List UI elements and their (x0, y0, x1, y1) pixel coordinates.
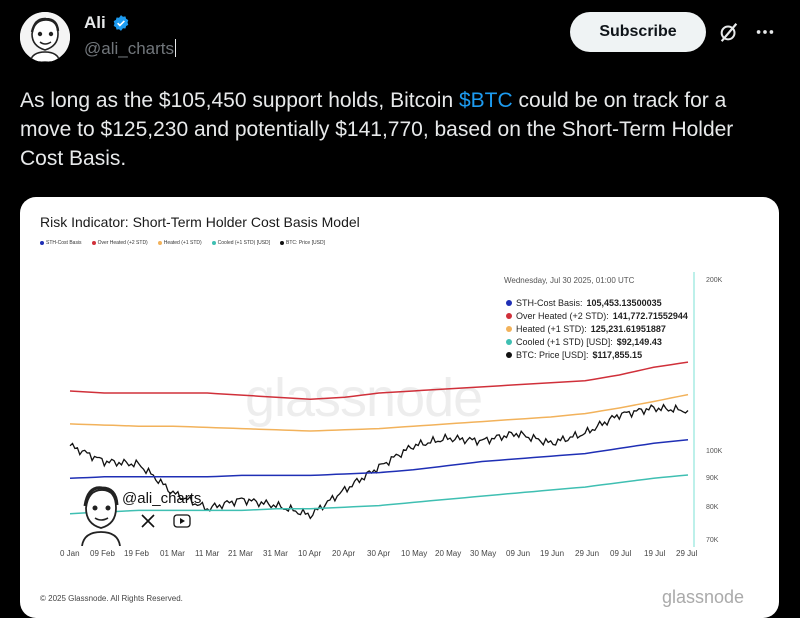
tooltip-swatch (506, 352, 512, 358)
tooltip-row: Heated (+1 STD): 125,231.61951887 (506, 324, 666, 334)
x-tick-label: 21 Mar (228, 549, 253, 558)
legend-label: Heated (+1 STD) (163, 240, 202, 246)
author-name[interactable]: Ali (84, 13, 106, 32)
chart-title: Risk Indicator: Short-Term Holder Cost B… (40, 214, 360, 230)
x-tick-label: 11 Mar (195, 549, 220, 558)
subscribe-button[interactable]: Subscribe (570, 12, 706, 52)
legend-label: STH-Cost Basis (46, 240, 82, 246)
legend-swatch (280, 241, 285, 245)
tooltip-value: 141,772.71552944 (612, 311, 688, 321)
y-tick-label: 70K (706, 537, 719, 544)
tooltip-label: Cooled (+1 STD) [USD]: (516, 337, 613, 347)
tooltip-label: STH-Cost Basis: (516, 298, 583, 308)
verified-icon (113, 15, 129, 31)
tooltip-row: STH-Cost Basis: 105,453.13500035 (506, 298, 662, 308)
series-line-heated-1-std (69, 393, 689, 432)
tooltip-swatch (506, 339, 512, 345)
series-line-sth-cost-basis (69, 438, 689, 480)
more-icon[interactable] (754, 21, 776, 43)
line-chart-plot (69, 272, 695, 547)
chart-tooltip: Wednesday, Jul 30 2025, 01:00 UTC STH-Co… (498, 272, 708, 389)
tooltip-label: Over Heated (+2 STD): (516, 311, 609, 321)
x-tick-label: 09 Jun (506, 549, 531, 558)
youtube-icon (173, 514, 191, 528)
chart-legend: STH-Cost Basis Over Heated (+2 STD) Heat… (40, 240, 325, 246)
legend-item: Over Heated (+2 STD) (91, 240, 148, 246)
x-tick-label: 09 Jul (610, 549, 632, 558)
x-tick-label: 19 Feb (124, 549, 149, 558)
legend-swatch (40, 241, 44, 245)
y-tick-label: 80K (706, 504, 719, 511)
x-tick-label: 10 May (401, 549, 428, 558)
x-tick-label: 29 Jun (575, 549, 600, 558)
cashtag-link[interactable]: $BTC (458, 89, 513, 112)
x-tick-label: 29 Jul (676, 549, 698, 558)
tooltip-row: BTC: Price [USD]: $117,855.15 (506, 350, 642, 360)
author-handle[interactable]: @ali_charts (84, 39, 175, 58)
legend-swatch (211, 241, 216, 245)
tooltip-date: Wednesday, Jul 30 2025, 01:00 UTC (504, 276, 635, 285)
tooltip-label: Heated (+1 STD): (516, 324, 587, 334)
chart-image[interactable]: Risk Indicator: Short-Term Holder Cost B… (20, 197, 779, 618)
y-tick-label: 90K (706, 475, 719, 482)
x-tick-label: 30 May (470, 549, 497, 558)
x-tick-label: 30 Apr (367, 549, 391, 558)
x-logo-icon (141, 514, 155, 528)
series-line-over-heated-2-std (69, 361, 689, 401)
tooltip-swatch (506, 326, 512, 332)
post-author: Ali @ali_charts (84, 13, 177, 59)
tooltip-swatch (506, 313, 512, 319)
avatar-portrait-icon (20, 12, 70, 62)
tooltip-row: Cooled (+1 STD) [USD]: $92,149.43 (506, 337, 662, 347)
overlay-avatar-icon (81, 486, 121, 546)
legend-item: Heated (+1 STD) (157, 240, 202, 246)
legend-item: STH-Cost Basis (40, 240, 82, 246)
y-tick-label: 200K (706, 277, 723, 284)
x-tick-label: 20 May (435, 549, 462, 558)
y-tick-label: 100K (706, 448, 723, 455)
legend-swatch (91, 241, 96, 245)
grok-icon[interactable] (718, 21, 740, 43)
glassnode-logo: glassnode (662, 587, 745, 607)
copyright-text: © 2025 Glassnode. All Rights Reserved. (40, 594, 183, 603)
x-tick-label: 09 Feb (90, 549, 115, 558)
avatar[interactable] (20, 12, 70, 62)
text-cursor (175, 39, 177, 57)
tooltip-value: $117,855.15 (592, 350, 643, 360)
tooltip-swatch (506, 300, 512, 306)
x-tick-label: 10 Apr (298, 549, 322, 558)
x-tick-label: 19 Jun (540, 549, 565, 558)
post-text: As long as the $105,450 support holds, B… (20, 86, 780, 173)
legend-label: Over Heated (+2 STD) (97, 240, 148, 246)
legend-swatch (157, 241, 162, 245)
tooltip-value: 125,231.61951887 (590, 324, 666, 334)
x-tick-label: 01 Mar (160, 549, 185, 558)
post-text-part: As long as the $105,450 support holds, B… (20, 89, 459, 112)
legend-item: BTC: Price [USD] (280, 240, 325, 246)
x-tick-label: 31 Mar (263, 549, 288, 558)
legend-label: BTC: Price [USD] (286, 240, 325, 246)
tooltip-row: Over Heated (+2 STD): 141,772.71552944 (506, 311, 688, 321)
x-tick-label: 20 Apr (332, 549, 356, 558)
overlay-handle: @ali_charts (122, 490, 202, 507)
series-line-cooled-1-std-usd (69, 474, 689, 515)
tooltip-value: 105,453.13500035 (586, 298, 662, 308)
tooltip-label: BTC: Price [USD]: (516, 350, 589, 360)
tooltip-value: $92,149.43 (616, 337, 662, 347)
legend-item: Cooled (+1 STD) [USD] (211, 240, 271, 246)
legend-label: Cooled (+1 STD) [USD] (217, 240, 271, 246)
x-tick-label: 0 Jan (60, 549, 80, 558)
x-tick-label: 19 Jul (644, 549, 666, 558)
series-line-btc-price-usd (69, 403, 689, 520)
post-text-part: could be on track for a move to $125,230… (20, 89, 734, 170)
